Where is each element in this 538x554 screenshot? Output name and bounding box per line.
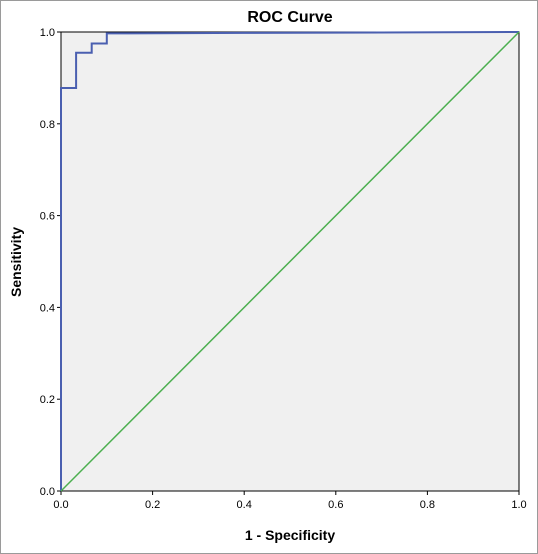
reference-diagonal-line bbox=[60, 31, 520, 492]
y-tick-label: 0.8 bbox=[40, 119, 55, 131]
y-tick-label: 1.0 bbox=[40, 27, 55, 39]
y-tick-label: 0.0 bbox=[40, 486, 55, 498]
x-axis-label: 1 - Specificity bbox=[245, 527, 335, 543]
x-tick-label: 0.4 bbox=[237, 499, 252, 511]
x-tick-label: 1.0 bbox=[511, 499, 526, 511]
y-tick-label: 0.6 bbox=[40, 211, 55, 223]
x-tick-label: 0.2 bbox=[145, 499, 160, 511]
x-tick-label: 0.0 bbox=[53, 499, 68, 511]
roc-curve-line bbox=[60, 31, 520, 491]
y-tick-label: 0.4 bbox=[40, 302, 55, 314]
y-tick-label: 0.2 bbox=[40, 394, 55, 406]
series-layer bbox=[60, 31, 520, 492]
chart-title: ROC Curve bbox=[247, 9, 332, 26]
axis-ticks: 0.0 0.2 0.4 0.6 0.8 1.0 0.0 0.2 0.4 0.6 0.8 1.0 bbox=[40, 27, 527, 511]
x-tick-label: 0.6 bbox=[328, 499, 343, 511]
x-tick-label: 0.8 bbox=[420, 499, 435, 511]
y-axis-label: Sensitivity bbox=[8, 227, 24, 297]
